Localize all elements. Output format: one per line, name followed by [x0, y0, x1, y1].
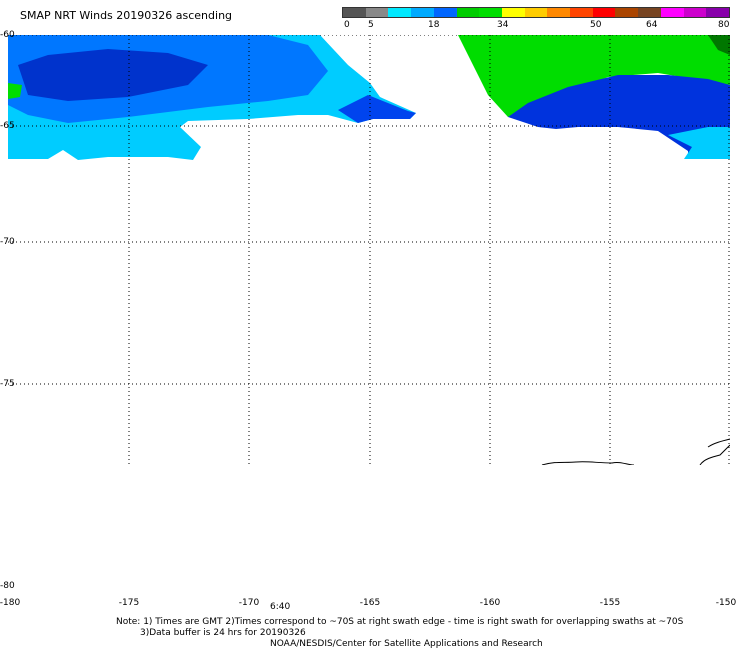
colorbar-segment	[660, 8, 684, 17]
lon-label: -165	[359, 598, 381, 608]
lon-label: -155	[599, 598, 621, 608]
note-line-3: NOAA/NESDIS/Center for Satellite Applica…	[270, 639, 543, 649]
lat-label: -70	[0, 237, 15, 247]
swath-time-label: 6:40	[270, 602, 291, 612]
colorbar-segment	[343, 8, 366, 17]
colorbar-segment	[524, 8, 548, 17]
coastline	[541, 438, 730, 465]
swath-right-green	[458, 35, 730, 117]
lon-label: -160	[479, 598, 501, 608]
colorbar-segment	[365, 8, 389, 17]
swath-left-edge-blue	[338, 95, 416, 123]
lat-label: -65	[0, 121, 15, 131]
colorbar-segment	[592, 8, 616, 17]
colorbar-segment	[388, 8, 412, 17]
colorbar-segment	[570, 8, 593, 17]
map-title: SMAP NRT Winds 20190326 ascending	[20, 9, 233, 22]
lon-label: -175	[118, 598, 140, 608]
colorbar-tick-label: 18	[428, 20, 440, 30]
colorbar-segment	[638, 8, 661, 17]
colorbar-segment	[433, 8, 457, 17]
colorbar-segment	[456, 8, 480, 17]
wind-speed-colorbar	[342, 7, 730, 18]
colorbar-segment	[501, 8, 525, 17]
wind-map	[8, 35, 730, 465]
colorbar-tick-label: 34	[497, 20, 509, 30]
lat-label: -60	[0, 30, 15, 40]
colorbar-segment	[683, 8, 707, 17]
colorbar-segment	[615, 8, 639, 17]
lat-label: -80	[0, 581, 15, 591]
note-line-2: 3)Data buffer is 24 hrs for 20190326	[140, 628, 306, 638]
swath-right-darkgreen	[708, 35, 730, 55]
right-swath	[458, 35, 730, 159]
lon-label: -180	[0, 598, 21, 608]
colorbar-segment	[706, 8, 729, 17]
swath-left-green	[8, 83, 22, 99]
graticule	[8, 35, 730, 465]
colorbar-tick-label: 80	[718, 20, 730, 30]
colorbar-segment	[479, 8, 502, 17]
left-swath	[8, 35, 416, 160]
swath-right-cyan	[668, 127, 730, 159]
lon-label: -170	[238, 598, 260, 608]
colorbar-tick-label: 5	[368, 20, 374, 30]
colorbar-segment	[547, 8, 571, 17]
colorbar-tick-label: 64	[646, 20, 658, 30]
swath-left-darkblue	[18, 49, 208, 101]
note-line-1: Note: 1) Times are GMT 2)Times correspon…	[116, 617, 684, 627]
colorbar-tick-label: 50	[590, 20, 602, 30]
lat-label: -75	[0, 379, 15, 389]
colorbar-tick-label: 0	[344, 20, 350, 30]
lon-label: -150	[715, 598, 737, 608]
colorbar-segment	[411, 8, 434, 17]
